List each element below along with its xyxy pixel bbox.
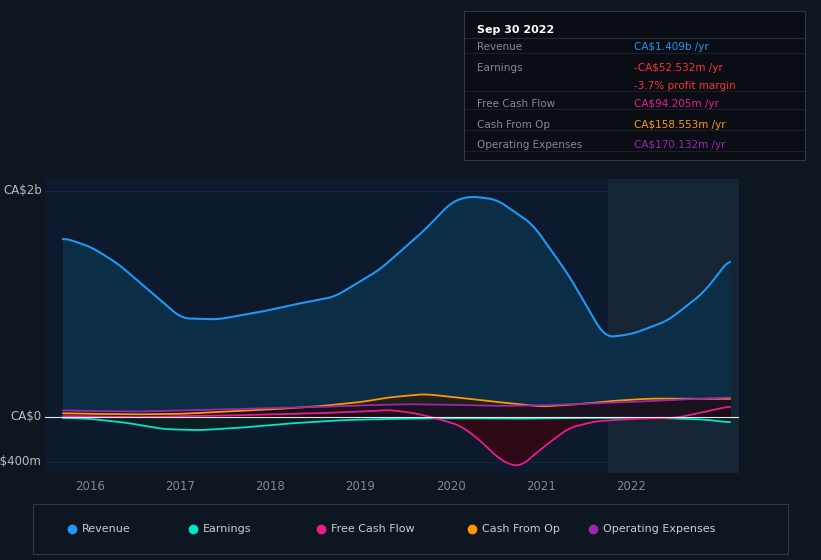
Text: CA$94.205m /yr: CA$94.205m /yr (635, 99, 719, 109)
Text: Operating Expenses: Operating Expenses (603, 524, 715, 534)
Text: Earnings: Earnings (478, 63, 523, 73)
Text: Free Cash Flow: Free Cash Flow (331, 524, 415, 534)
Text: Sep 30 2022: Sep 30 2022 (478, 25, 555, 35)
Text: CA$1.409b /yr: CA$1.409b /yr (635, 43, 709, 53)
Text: CA$0: CA$0 (11, 410, 42, 423)
Text: -CA$400m: -CA$400m (0, 455, 42, 468)
Text: CA$158.553m /yr: CA$158.553m /yr (635, 119, 726, 129)
Text: CA$2b: CA$2b (3, 184, 42, 197)
Text: Revenue: Revenue (478, 43, 523, 53)
Text: -CA$52.532m /yr: -CA$52.532m /yr (635, 63, 723, 73)
Text: Cash From Op: Cash From Op (482, 524, 560, 534)
Text: Free Cash Flow: Free Cash Flow (478, 99, 556, 109)
Text: Operating Expenses: Operating Expenses (478, 141, 583, 150)
Text: Revenue: Revenue (82, 524, 131, 534)
Text: Cash From Op: Cash From Op (478, 119, 551, 129)
Bar (608, 179, 739, 473)
Text: Earnings: Earnings (203, 524, 251, 534)
Text: CA$170.132m /yr: CA$170.132m /yr (635, 141, 726, 150)
Text: -3.7% profit margin: -3.7% profit margin (635, 81, 736, 91)
